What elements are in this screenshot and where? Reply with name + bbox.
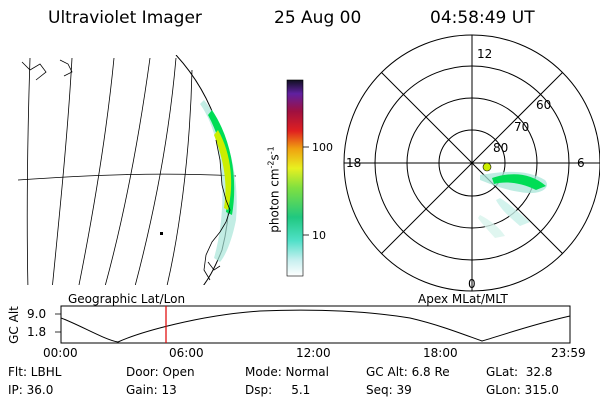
info-door: Door: Open — [126, 365, 195, 379]
gc-alt-axis-label: GC Alt — [7, 306, 21, 344]
mlt-spokes — [344, 35, 600, 291]
colorbar-tick-100: 100 — [312, 141, 333, 154]
x-tick-1800: 18:00 — [423, 346, 458, 360]
info-gc-alt: GC Alt: 6.8 Re — [366, 365, 450, 379]
lat-label-70: 70 — [514, 120, 530, 134]
x-tick-2359: 23:59 — [551, 346, 586, 360]
info-gain: Gain: 13 — [126, 383, 177, 397]
orbit-plot — [55, 305, 571, 344]
coastline — [21, 59, 231, 281]
mlt-label-6: 6 — [577, 156, 585, 170]
info-glat: GLat: 32.8 — [486, 365, 553, 379]
coast-speck — [160, 232, 163, 235]
date-label: 25 Aug 00 — [274, 8, 362, 28]
mlt-label-12: 12 — [477, 47, 493, 61]
info-seq: Seq: 39 — [366, 383, 412, 397]
time-label: 04:58:49 UT — [430, 8, 535, 28]
y-max-label: 9.0 — [27, 307, 47, 321]
aurora-limb — [200, 100, 237, 262]
subsatellite-marker — [482, 162, 492, 172]
polar-plot — [343, 34, 600, 292]
lat-label-80: 80 — [493, 141, 509, 155]
orbit-y-ticks — [55, 313, 61, 333]
x-tick-0000: 00:00 — [43, 346, 78, 360]
instrument-title: Ultraviolet Imager — [48, 8, 202, 28]
x-tick-0600: 06:00 — [169, 346, 204, 360]
colorbar-unit-label: photon cm-2s-1 — [266, 146, 282, 233]
apex-label: Apex MLat/MLT — [418, 292, 508, 306]
colorbar — [286, 79, 304, 277]
orbit-frame — [60, 305, 571, 344]
y-min-label: 1.8 — [27, 325, 47, 339]
meridian-lines — [26, 57, 193, 285]
info-flt: Flt: LBHL — [8, 365, 62, 379]
aurora-polar — [478, 162, 548, 238]
info-ip: IP: 36.0 — [8, 383, 54, 397]
lat-label-60: 60 — [536, 98, 552, 112]
altitude-curve — [60, 309, 571, 343]
info-dsp: Dsp: 5.1 — [245, 383, 311, 397]
info-mode: Mode: Normal — [245, 365, 329, 379]
geographic-image — [18, 55, 237, 285]
parallel-line — [18, 173, 237, 181]
colorbar-tick-10: 10 — [312, 229, 326, 242]
mlt-label-18: 18 — [346, 156, 362, 170]
colorbar-ticks — [303, 146, 309, 236]
geographic-label: Geographic Lat/Lon — [68, 292, 186, 306]
mlt-label-0: 0 — [468, 277, 476, 291]
info-glon: GLon: 315.0 — [486, 383, 559, 397]
x-tick-1200: 12:00 — [296, 346, 331, 360]
